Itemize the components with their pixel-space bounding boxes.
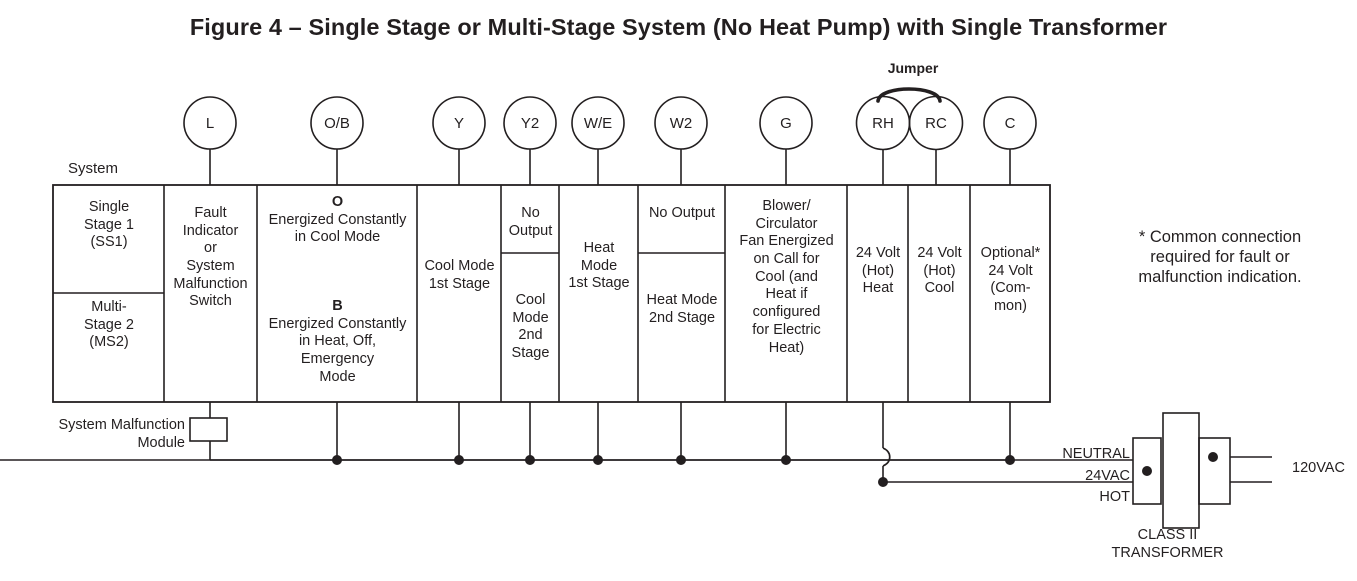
svg-text:RC: RC (925, 115, 947, 132)
svg-text:L: L (206, 115, 214, 132)
svg-text:W/E: W/E (584, 115, 612, 132)
svg-text:Y2: Y2 (521, 115, 539, 132)
svg-text:O/B: O/B (324, 115, 350, 132)
svg-text:RH: RH (872, 115, 894, 132)
svg-text:G: G (780, 115, 792, 132)
svg-text:C: C (1005, 115, 1016, 132)
svg-text:Y: Y (454, 115, 464, 132)
svg-text:W2: W2 (670, 115, 693, 132)
svg-text:Jumper: Jumper (888, 60, 939, 76)
svg-text:System: System (68, 160, 118, 177)
